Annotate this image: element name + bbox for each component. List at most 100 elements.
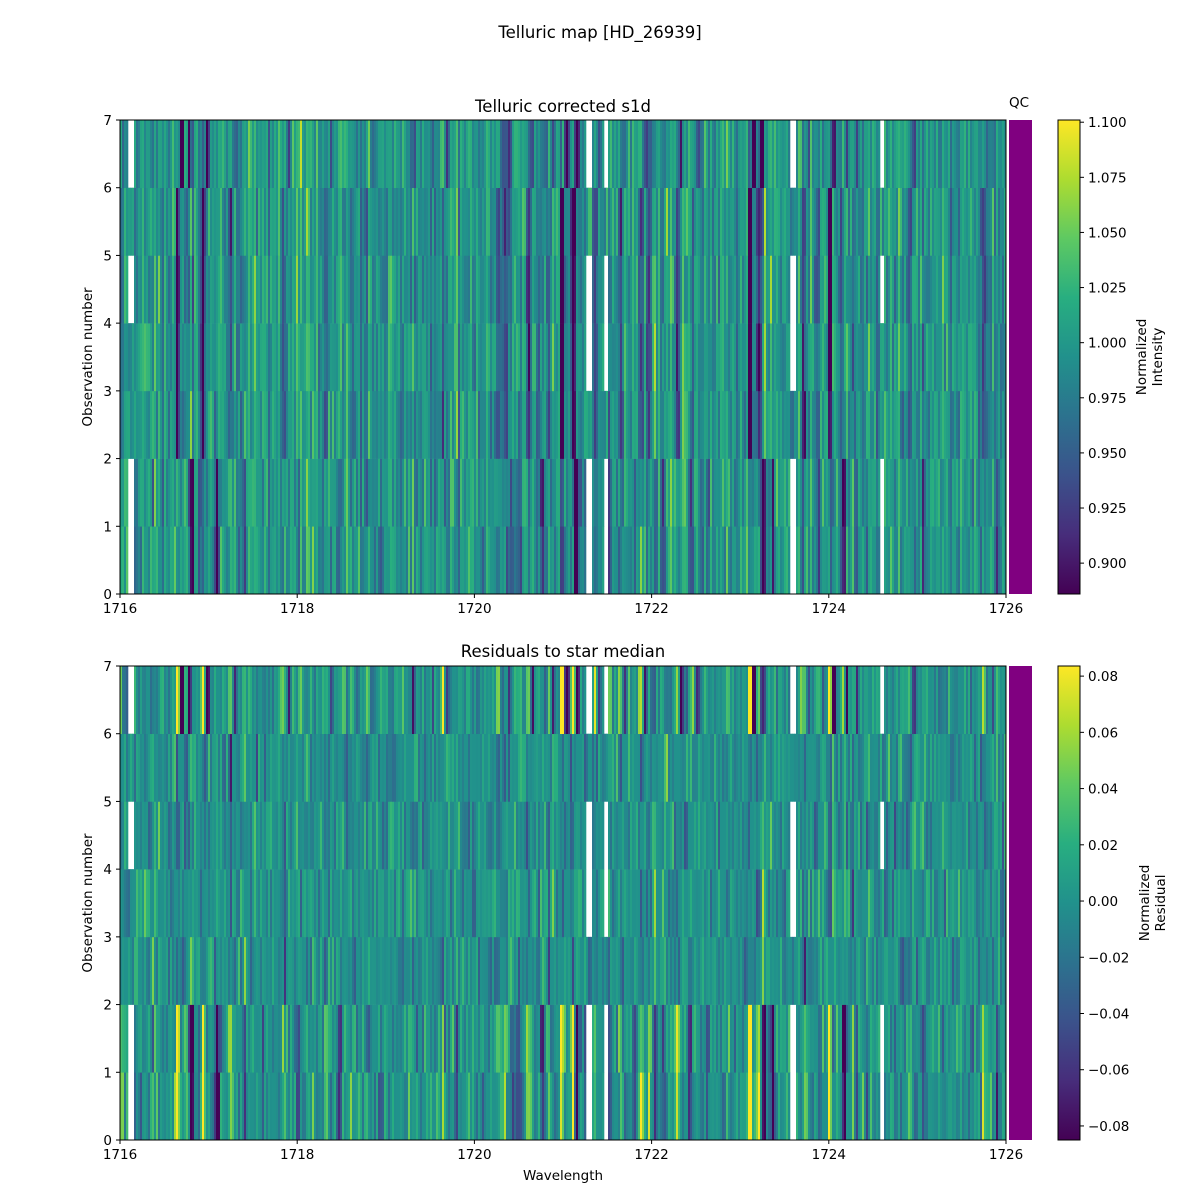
heatmap-cell [708, 869, 711, 938]
heatmap-cell [404, 1004, 407, 1073]
heatmap-cell [180, 936, 183, 1005]
heatmap-cell [554, 1004, 557, 1073]
heatmap-cell [160, 458, 163, 527]
heatmap-cell [706, 869, 709, 938]
heatmap-cell [474, 187, 477, 256]
heatmap-cell [806, 1072, 809, 1141]
heatmap-cell [784, 187, 787, 256]
heatmap-cell [136, 1004, 139, 1073]
heatmap-cell [576, 869, 579, 938]
heatmap-cell [818, 1072, 821, 1141]
intensity-heatmap [120, 120, 1007, 595]
heatmap-cell [964, 1004, 967, 1073]
heatmap-cell [410, 801, 413, 870]
heatmap-cell [250, 255, 253, 324]
heatmap-cell [300, 255, 303, 324]
heatmap-cell [148, 187, 151, 256]
heatmap-cell [356, 869, 359, 938]
heatmap-cell [768, 390, 771, 459]
heatmap-cell [152, 936, 155, 1005]
heatmap-cell [572, 255, 575, 324]
heatmap-cell [472, 255, 475, 324]
heatmap-cell [372, 187, 375, 256]
heatmap-cell [348, 390, 351, 459]
heatmap-cell [372, 390, 375, 459]
heatmap-cell [274, 458, 277, 527]
heatmap-cell [878, 526, 881, 595]
heatmap-cell [268, 526, 271, 595]
heatmap-cell [836, 323, 839, 392]
heatmap-cell [708, 1072, 711, 1141]
heatmap-cell [428, 120, 431, 189]
heatmap-cell [704, 869, 707, 938]
heatmap-cell [544, 323, 547, 392]
heatmap-cell [304, 458, 307, 527]
heatmap-cell [202, 390, 205, 459]
heatmap-cell [918, 458, 921, 527]
heatmap-cell [584, 187, 587, 256]
heatmap-cell [144, 869, 147, 938]
heatmap-cell [386, 801, 389, 870]
heatmap-cell [354, 458, 357, 527]
heatmap-cell [270, 526, 273, 595]
heatmap-cell [852, 187, 855, 256]
heatmap-cell [556, 936, 559, 1005]
heatmap-cell [264, 255, 267, 324]
heatmap-cell [424, 390, 427, 459]
heatmap-cell [938, 255, 941, 324]
heatmap-cell [644, 390, 647, 459]
heatmap-cell [502, 1004, 505, 1073]
heatmap-cell [736, 1004, 739, 1073]
heatmap-cell [246, 1072, 249, 1141]
heatmap-cell [248, 869, 251, 938]
heatmap-cell [204, 801, 207, 870]
heatmap-cell [668, 390, 671, 459]
heatmap-cell [498, 323, 501, 392]
heatmap-cell [644, 120, 647, 189]
heatmap-cell [648, 526, 651, 595]
heatmap-cell [218, 120, 221, 189]
heatmap-cell [548, 187, 551, 256]
heatmap-cell [414, 1072, 417, 1141]
heatmap-cell [416, 526, 419, 595]
heatmap-cell [192, 458, 195, 527]
heatmap-cell [740, 390, 743, 459]
heatmap-cell [312, 390, 315, 459]
heatmap-cell [394, 936, 397, 1005]
heatmap-cell [670, 120, 673, 189]
heatmap-cell [636, 323, 639, 392]
heatmap-cell [424, 801, 427, 870]
heatmap-cell [532, 323, 535, 392]
heatmap-cell [676, 187, 679, 256]
heatmap-cell [132, 869, 135, 938]
heatmap-cell [736, 458, 739, 527]
heatmap-cell [932, 1072, 935, 1141]
heatmap-cell [476, 869, 479, 938]
heatmap-cell [226, 1072, 229, 1141]
heatmap-cell [316, 869, 319, 938]
heatmap-cell [130, 936, 133, 1005]
heatmap-cell [544, 255, 547, 324]
colorbar-tick-label: 0.950 [1088, 446, 1127, 462]
heatmap-cell [184, 458, 187, 527]
heatmap-cell [512, 390, 515, 459]
heatmap-cell [650, 323, 653, 392]
heatmap-cell [294, 869, 297, 938]
heatmap-cell [798, 936, 801, 1005]
heatmap-cell [486, 390, 489, 459]
heatmap-cell [960, 526, 963, 595]
heatmap-cell [524, 526, 527, 595]
heatmap-cell [280, 801, 283, 870]
heatmap-cell [1002, 120, 1005, 189]
heatmap-cell [552, 323, 555, 392]
heatmap-cell [248, 458, 251, 527]
heatmap-cell [284, 187, 287, 256]
heatmap-cell [644, 936, 647, 1005]
heatmap-cell [182, 120, 185, 189]
heatmap-cell [826, 1072, 829, 1141]
heatmap-cell [972, 323, 975, 392]
heatmap-cell [692, 936, 695, 1005]
heatmap-cell [474, 1072, 477, 1141]
heatmap-cell [956, 323, 959, 392]
heatmap-cell [912, 1072, 915, 1141]
